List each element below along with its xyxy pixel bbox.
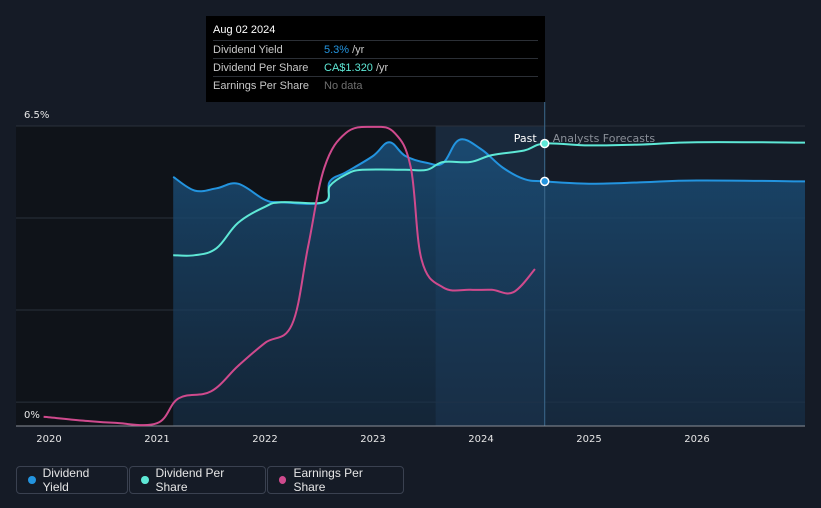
series-lines <box>43 125 806 427</box>
legend-label: Earnings Per Share <box>293 466 363 494</box>
tooltip: Aug 02 2024 Dividend Yield 5.3% /yr Divi… <box>206 16 545 102</box>
y-axis-ticks: 6.5% 0% <box>24 110 49 421</box>
legend-earnings-per-share[interactable]: Earnings Per Share <box>267 466 404 494</box>
legend-dot-icon <box>279 476 287 484</box>
tooltip-row-dividend-per-share: Dividend Per Share CA$1.320 /yr <box>213 58 538 76</box>
legend-label: Dividend Per Share <box>155 466 225 494</box>
x-tick-2024: 2024 <box>468 434 493 445</box>
tooltip-row-earnings-per-share: Earnings Per Share No data <box>213 76 538 94</box>
legend-label: Dividend Yield <box>42 466 90 494</box>
earnings-per-share-line <box>43 125 536 427</box>
legend-dividend-yield[interactable]: Dividend Yield <box>16 466 128 494</box>
dividend-per-share-marker <box>539 138 550 149</box>
dividend-yield-line <box>172 138 806 205</box>
tooltip-row-dividend-yield: Dividend Yield 5.3% /yr <box>213 40 538 58</box>
tooltip-label: Dividend Per Share <box>213 61 309 74</box>
legend-dividend-per-share[interactable]: Dividend Per Share <box>129 466 266 494</box>
legend-dot-icon <box>28 476 36 484</box>
y-tick-top: 6.5% <box>24 110 49 121</box>
tooltip-value: CA$1.320 <box>324 61 373 74</box>
past-label: Past <box>514 132 538 145</box>
tooltip-label: Dividend Yield <box>213 43 283 56</box>
x-tick-2023: 2023 <box>360 434 385 445</box>
dividend-yield-marker <box>539 176 550 187</box>
tooltip-unit: /yr <box>352 43 365 56</box>
x-tick-2022: 2022 <box>252 434 277 445</box>
tooltip-value: No data <box>324 79 363 92</box>
dividend-yield-area <box>173 139 805 426</box>
x-tick-2020: 2020 <box>36 434 61 445</box>
x-axis-ticks: 2020 2021 2022 2023 2024 2025 2026 <box>36 434 709 445</box>
tooltip-date: Aug 02 2024 <box>213 24 276 36</box>
x-tick-2021: 2021 <box>144 434 169 445</box>
analysts-forecast-label: Analysts Forecasts <box>553 132 656 145</box>
y-tick-bottom: 0% <box>24 410 40 421</box>
x-tick-2026: 2026 <box>684 434 709 445</box>
tooltip-label: Earnings Per Share <box>213 79 309 92</box>
tooltip-value: 5.3% <box>324 43 350 56</box>
tooltip-unit: /yr <box>375 61 389 74</box>
x-tick-2025: 2025 <box>576 434 601 445</box>
dividend-per-share-line <box>173 141 806 257</box>
legend-dot-icon <box>141 476 149 484</box>
